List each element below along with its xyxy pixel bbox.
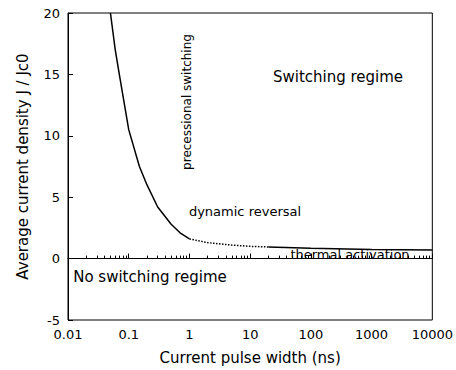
svg-text:1000: 1000 [355,327,388,342]
svg-text:-5: -5 [47,313,60,328]
svg-text:thermal activation: thermal activation [290,247,409,262]
svg-text:15: 15 [43,67,60,82]
svg-text:Switching regime: Switching regime [273,68,403,86]
svg-text:1: 1 [185,327,193,342]
svg-text:No switching regime: No switching regime [73,268,227,286]
svg-text:20: 20 [43,6,60,21]
svg-text:10: 10 [43,128,60,143]
svg-text:0.01: 0.01 [54,327,83,342]
svg-text:10000: 10000 [412,327,453,342]
svg-text:10: 10 [242,327,259,342]
svg-text:dynamic reversal: dynamic reversal [189,204,301,219]
svg-text:0.1: 0.1 [118,327,139,342]
svg-text:0: 0 [52,251,60,266]
svg-text:precessional switching: precessional switching [180,34,194,170]
svg-text:100: 100 [298,327,323,342]
svg-text:Average current density J / Jc: Average current density J / Jc0 [14,53,32,279]
svg-text:5: 5 [52,190,60,205]
svg-text:Current pulse width (ns): Current pulse width (ns) [160,349,341,367]
